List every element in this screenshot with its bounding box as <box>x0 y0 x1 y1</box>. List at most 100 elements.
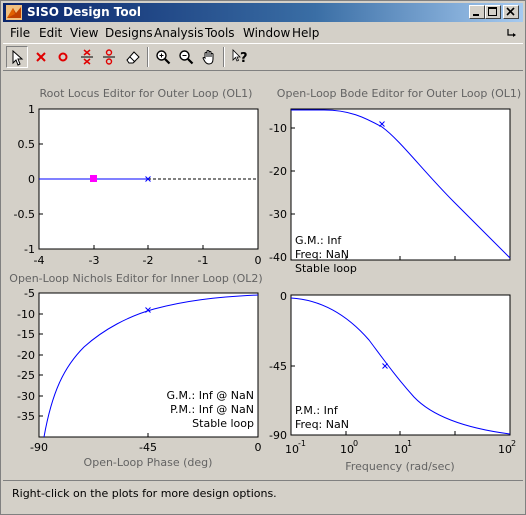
nichols-ytick: -20 <box>17 349 35 362</box>
menu-edit[interactable]: Edit <box>39 26 63 40</box>
nichols-ytick: -30 <box>17 390 35 403</box>
svg-text:-1: -1 <box>298 439 306 448</box>
svg-text:?: ? <box>240 51 248 65</box>
bode-phase-xtick: 10 2 <box>498 439 516 456</box>
matlab-icon <box>6 5 22 20</box>
root-locus-xtick: 0 <box>255 254 262 267</box>
toolbar-separator <box>147 47 149 67</box>
menu-file[interactable]: File <box>10 26 31 40</box>
bode-ytick: -40 <box>269 251 287 264</box>
nichols-xtick: 0 <box>255 441 262 454</box>
nichols-ytick: -5 <box>24 287 35 300</box>
bode-magnitude-curve <box>291 109 511 259</box>
nichols-curve <box>43 294 259 438</box>
add-complex-zero-icon <box>103 49 115 65</box>
open-loop-pole-marker[interactable] <box>145 176 151 182</box>
bode-phase-curve <box>290 297 511 435</box>
add-real-pole-icon <box>36 52 46 62</box>
minimize-button[interactable] <box>469 5 485 19</box>
root-locus-ytick: -0.5 <box>14 208 35 221</box>
title-bar[interactable]: SISO Design Tool <box>3 3 523 22</box>
bode-phase-xlabel: Frequency (rad/sec) <box>345 460 454 473</box>
root-locus-xtick: -4 <box>34 254 45 267</box>
root-locus-xtick: -2 <box>143 254 154 267</box>
maximize-icon <box>488 7 497 16</box>
menu-analysis[interactable]: Analysis <box>154 26 204 40</box>
nichols-stability: Stable loop <box>192 417 254 430</box>
zoom-in-button[interactable] <box>152 46 174 68</box>
toolbar: ? <box>3 43 523 71</box>
menu-help[interactable]: Help <box>292 26 320 40</box>
svg-text:10: 10 <box>498 443 512 456</box>
minimize-icon <box>473 14 479 16</box>
nichols-axes[interactable] <box>38 292 259 438</box>
toolbar-separator <box>223 47 225 67</box>
nichols-xlabel: Open-Loop Phase (deg) <box>84 456 213 469</box>
nichols-xtick: -45 <box>139 441 157 454</box>
bode-editor-title: Open-Loop Bode Editor for Outer Loop (OL… <box>277 87 521 100</box>
menu-tools[interactable]: Tools <box>205 26 235 40</box>
menu-designs[interactable]: Designs <box>105 26 153 40</box>
select-tool-button[interactable] <box>6 46 28 68</box>
nichols-ytick: -15 <box>17 328 35 341</box>
bode-phase-editor[interactable]: 0 -45 -90 10 -1 10 0 <box>269 290 516 473</box>
root-locus-xtick: -1 <box>198 254 209 267</box>
hook-arrow-icon[interactable] <box>506 27 518 39</box>
svg-text:2: 2 <box>511 439 516 448</box>
bode-gm: G.M.: Inf <box>295 234 342 247</box>
pan-hand-icon <box>202 50 214 65</box>
root-locus-ytick: -1 <box>24 243 35 256</box>
add-complex-zero-button[interactable] <box>98 46 120 68</box>
bode-ytick: -30 <box>269 208 287 221</box>
whats-this-button[interactable]: ? <box>229 46 251 68</box>
bode-phase-ytick: 0 <box>280 290 287 303</box>
svg-text:10: 10 <box>285 443 299 456</box>
nichols-ytick: -35 <box>17 410 35 423</box>
zoom-in-icon <box>156 50 171 65</box>
bode-phase-pole-marker[interactable] <box>382 363 388 369</box>
bode-phase-ytick: -45 <box>269 360 287 373</box>
add-complex-pole-icon <box>81 49 93 65</box>
zoom-out-icon <box>179 50 194 65</box>
add-zero-button[interactable] <box>52 46 74 68</box>
bode-editor[interactable]: Open-Loop Bode Editor for Outer Loop (OL… <box>269 87 521 275</box>
bode-phase-xtick: 10 1 <box>394 439 412 456</box>
close-button[interactable] <box>503 5 519 19</box>
close-icon <box>506 7 515 16</box>
root-locus-xtick: -3 <box>89 254 100 267</box>
bode-pole-marker[interactable] <box>379 121 385 127</box>
nichols-ytick: -10 <box>17 308 35 321</box>
root-locus-title: Root Locus Editor for Outer Loop (OL1) <box>40 87 253 100</box>
bode-ytick: -10 <box>269 122 287 135</box>
bode-stability: Stable loop <box>295 262 357 275</box>
zoom-out-button[interactable] <box>175 46 197 68</box>
root-locus-ytick: 1 <box>28 103 35 116</box>
root-locus-ytick: 0 <box>28 173 35 186</box>
bode-ytick: -20 <box>269 165 287 178</box>
add-pole-button[interactable] <box>30 46 52 68</box>
nichols-pole-marker[interactable] <box>145 307 151 313</box>
whats-this-help-icon: ? <box>232 49 248 65</box>
svg-text:1: 1 <box>407 439 412 448</box>
add-complex-pole-button[interactable] <box>76 46 98 68</box>
bode-phase-pm: P.M.: Inf <box>295 404 339 417</box>
plot-area: Root Locus Editor for Outer Loop (OL1) 1… <box>4 72 522 479</box>
maximize-button[interactable] <box>485 5 501 19</box>
nichols-editor-title: Open-Loop Nichols Editor for Inner Loop … <box>9 272 262 285</box>
add-real-zero-icon <box>58 52 68 62</box>
nichols-pm: P.M.: Inf @ NaN <box>170 403 254 416</box>
bode-phase-axes[interactable] <box>290 294 511 436</box>
menu-view[interactable]: View <box>70 26 99 40</box>
menu-window[interactable]: Window <box>243 26 291 40</box>
erase-button[interactable] <box>122 46 144 68</box>
root-locus-editor[interactable]: Root Locus Editor for Outer Loop (OL1) 1… <box>14 87 262 267</box>
closed-loop-pole-marker[interactable] <box>90 175 97 182</box>
nichols-ytick: -25 <box>17 369 35 382</box>
bode-phase-freq: Freq: NaN <box>295 418 349 431</box>
nichols-editor[interactable]: Open-Loop Nichols Editor for Inner Loop … <box>9 272 262 469</box>
nichols-xtick: -90 <box>30 441 48 454</box>
status-bar: Right-click on the plots for more design… <box>3 480 523 511</box>
menu-bar: File Edit View Designs Analysis Tools Wi… <box>3 23 523 42</box>
pan-button[interactable] <box>198 46 220 68</box>
